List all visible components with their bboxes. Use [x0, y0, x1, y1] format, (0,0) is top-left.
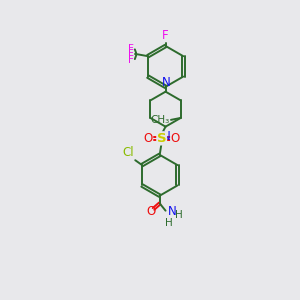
Text: F: F [128, 55, 134, 65]
Text: N: N [162, 76, 171, 89]
Text: H: H [175, 210, 183, 220]
Text: O: O [146, 205, 156, 218]
Text: F: F [128, 49, 134, 59]
Text: CH₃: CH₃ [151, 115, 170, 125]
Text: O: O [143, 132, 153, 145]
Text: H: H [165, 218, 173, 228]
Text: F: F [128, 44, 134, 54]
Text: N: N [162, 130, 171, 142]
Text: Cl: Cl [123, 146, 134, 159]
Text: F: F [162, 29, 169, 43]
Text: S: S [157, 132, 166, 145]
Text: O: O [171, 132, 180, 145]
Text: N: N [167, 205, 176, 218]
